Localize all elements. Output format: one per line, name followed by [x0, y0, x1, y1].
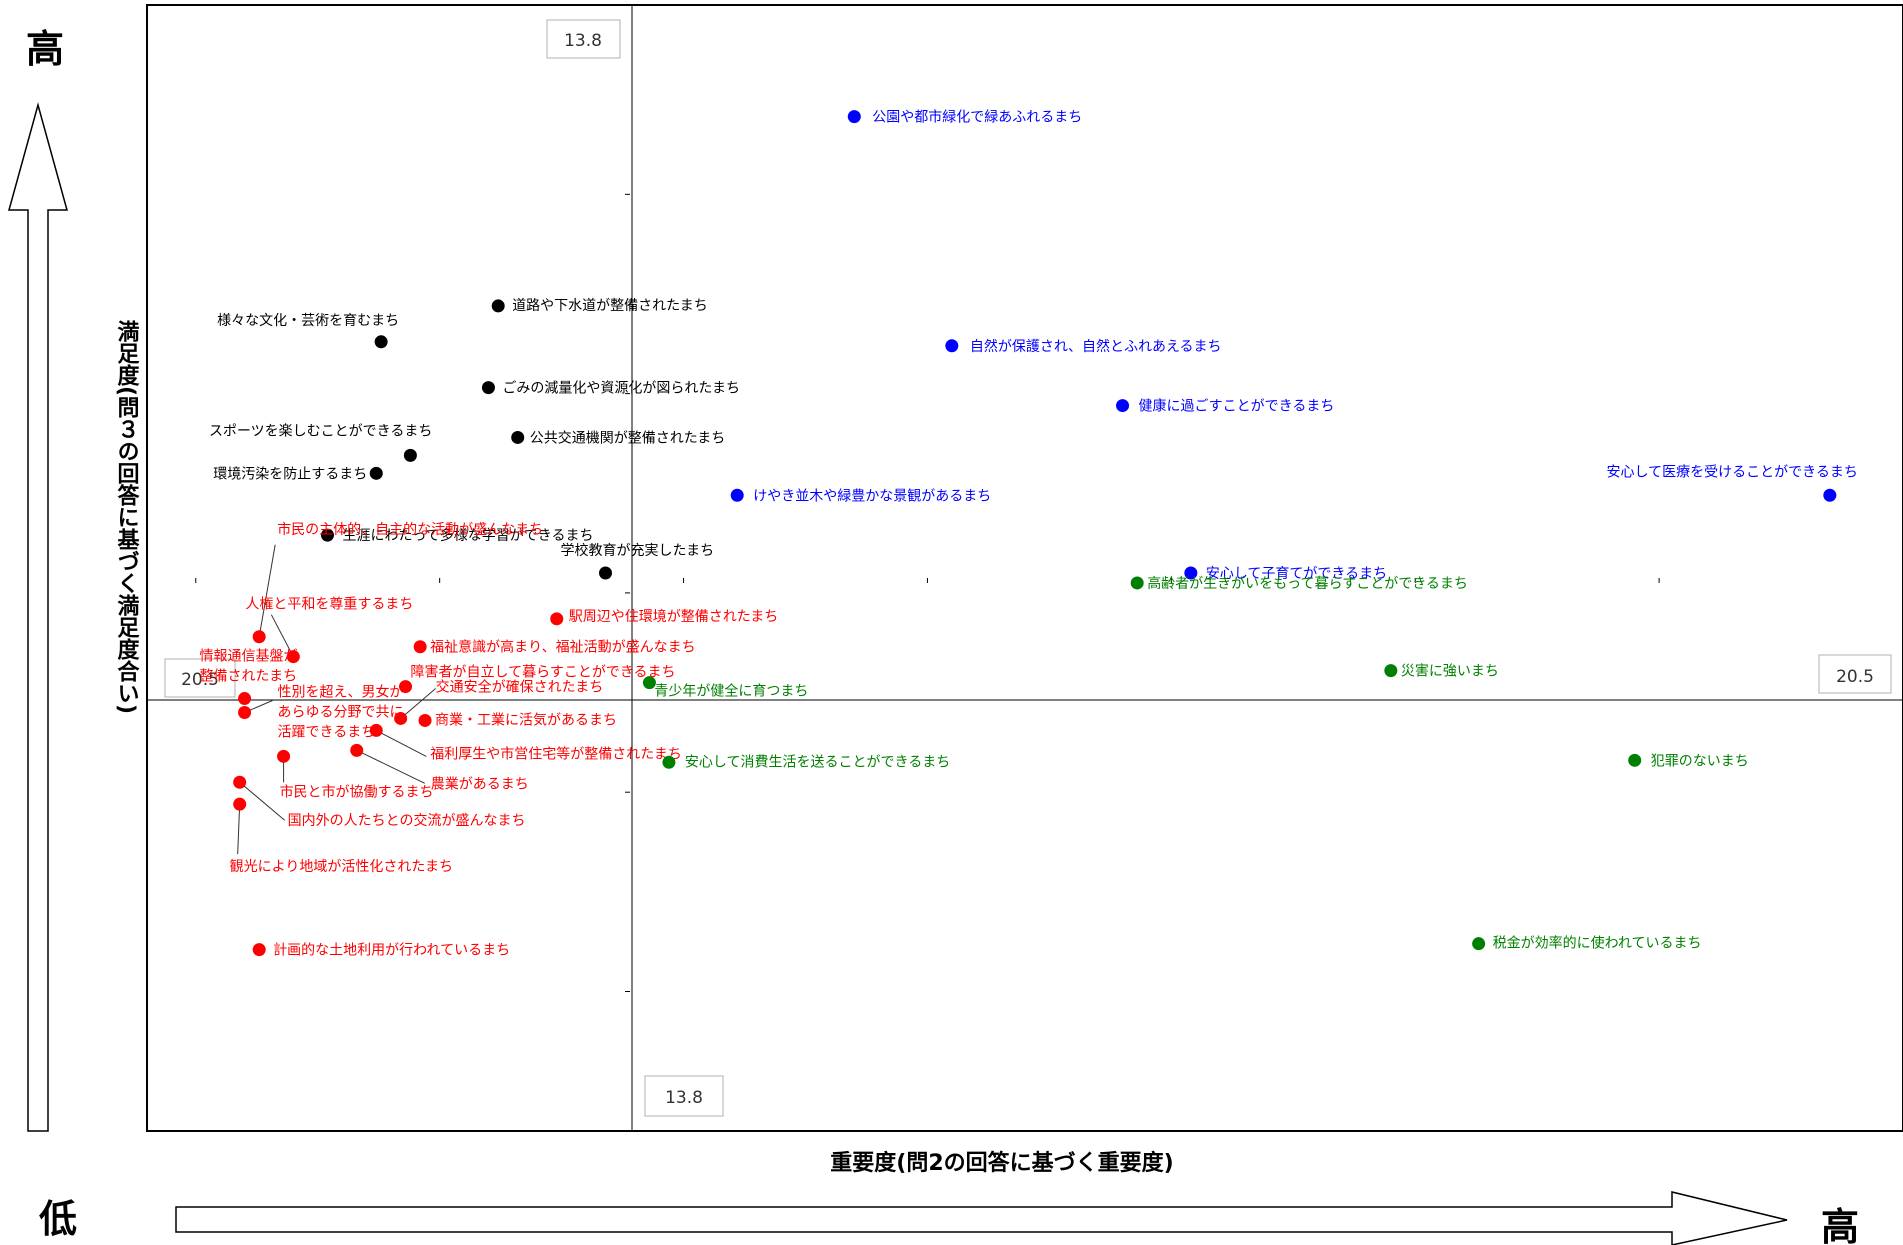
data-label: 税金が効率的に使われているまち [1493, 935, 1702, 952]
data-point [662, 755, 676, 769]
svg-text:20.5: 20.5 [1836, 667, 1874, 687]
data-point [277, 749, 291, 763]
data-label: 自然が保護され、自然とふれあえるまち [970, 338, 1222, 355]
y-axis-arrow [8, 102, 68, 1132]
data-point [1116, 399, 1130, 413]
data-label: 商業・工業に活気があるまち [435, 712, 617, 728]
data-label: 福利厚生や市営住宅等が整備されたまち [430, 745, 682, 762]
leader-line [239, 781, 286, 821]
data-label: 道路や下水道が整備されたまち [512, 298, 708, 314]
data-point [403, 448, 417, 462]
data-point [238, 705, 252, 719]
leader-lines [237, 544, 436, 855]
data-point [369, 723, 383, 737]
data-label: 生涯にわたって多様な学習ができるまち [342, 527, 593, 544]
data-point [599, 566, 613, 580]
data-label: 性別を超え、男女があらゆる分野で共に活躍できるまち [278, 683, 404, 740]
corner-label-high-right: 高 [1821, 1205, 1859, 1245]
data-points: 公園や都市緑化で緑あふれるまち自然が保護され、自然とふれあえるまち健康に過ごすこ… [200, 109, 1858, 959]
data-label: 計画的な土地利用が行われているまち [273, 943, 510, 959]
corner-label-high-top: 高 [26, 27, 64, 71]
data-label: 環境汚染を防止するまち [213, 466, 367, 482]
data-label: 青少年が健全に育つまち [654, 683, 808, 700]
leader-line [400, 688, 436, 719]
data-point [730, 488, 744, 502]
data-point [350, 743, 364, 757]
data-label: 障害者が自立して暮らすことができるまち [411, 665, 676, 681]
ref-box-bottom: 13.8 [644, 1075, 724, 1117]
data-label: 人権と平和を尊重するまち [245, 596, 413, 613]
data-label: 公園や都市緑化で緑あふれるまち [872, 109, 1082, 126]
data-label: 情報通信基盤が整備されたまち [200, 648, 298, 685]
data-point [252, 630, 266, 644]
data-point [511, 430, 525, 444]
leader-line [376, 729, 427, 757]
x-axis-arrow [175, 1191, 1788, 1245]
data-label: 犯罪のないまち [1651, 753, 1749, 769]
leader-line [270, 614, 294, 657]
ref-box-right: 20.5 [1818, 654, 1892, 694]
data-point [286, 650, 300, 664]
data-label: 健康に過ごすことができるまち [1139, 398, 1335, 415]
data-label: 市民の主体的、自主的な活動が盛んなまち [277, 521, 543, 538]
data-point [945, 339, 959, 353]
data-point [481, 381, 495, 395]
data-label: 観光により地域が活性化されたまち [230, 858, 453, 875]
data-point [233, 797, 247, 811]
data-point [238, 692, 252, 706]
data-label: 福祉意識が高まり、福祉活動が盛んなまち [430, 639, 695, 656]
data-point [1184, 566, 1198, 580]
data-label: 安心して医療を受けることができるまち [1607, 463, 1858, 480]
data-point [642, 676, 656, 690]
data-point [1628, 753, 1642, 767]
leader-line [258, 544, 276, 637]
data-label: 農業があるまち [431, 776, 529, 792]
leader-line [237, 804, 241, 855]
data-point [1472, 937, 1486, 951]
data-point [320, 528, 334, 542]
svg-text:13.8: 13.8 [665, 1088, 703, 1108]
data-label: スポーツを楽しむことができるまち [209, 423, 432, 439]
plot-frame [146, 4, 1903, 1132]
data-point [418, 713, 432, 727]
ref-box-left: 20.5 [164, 658, 236, 698]
data-label: 駅周辺や住環境が整備されたまち [569, 609, 779, 625]
data-label: 交通安全が確保されたまち [436, 678, 604, 695]
ref-box-top: 13.8 [546, 19, 621, 59]
data-point [1384, 664, 1398, 678]
data-label: 国内外の人たちとの交流が盛んなまち [288, 812, 526, 829]
data-label: 公共交通機関が整備されたまち [530, 429, 726, 446]
data-point [550, 612, 564, 626]
data-label: 学校教育が充実したまち [561, 542, 715, 559]
data-point [394, 711, 408, 725]
data-point [1130, 576, 1144, 590]
y-axis-title: 満足度(問３の回答に基づく満足度合い) [114, 319, 140, 714]
data-label: 災害に強いまち [1401, 664, 1499, 680]
data-label: 様々な文化・芸術を育むまち [217, 313, 399, 329]
data-point [233, 775, 247, 789]
data-point [491, 299, 505, 313]
svg-text:13.8: 13.8 [564, 31, 602, 51]
data-label: 高齢者が生きがいをもって暮らすことができるまち [1147, 575, 1468, 592]
svg-text:20.5: 20.5 [181, 670, 219, 690]
corner-label-low: 低 [39, 1197, 77, 1241]
data-label: 安心して子育てができるまち [1206, 566, 1387, 582]
data-point [369, 466, 383, 480]
axis-ticks [195, 193, 1660, 992]
data-label: ごみの減量化や資源化が図られたまち [502, 380, 740, 397]
leader-line [356, 749, 425, 784]
data-point [399, 680, 413, 694]
data-point [1823, 488, 1837, 502]
data-label: 安心して消費生活を送ることができるまち [685, 754, 950, 770]
data-point [847, 110, 861, 124]
data-label: 市民と市が協働するまち [280, 783, 434, 800]
x-axis-title: 重要度(問2の回答に基づく重要度) [830, 1150, 1173, 1176]
data-point [252, 943, 266, 957]
data-point [413, 640, 427, 654]
data-point [374, 335, 388, 349]
data-label: けやき並木や緑豊かな景観があるまち [753, 487, 991, 504]
